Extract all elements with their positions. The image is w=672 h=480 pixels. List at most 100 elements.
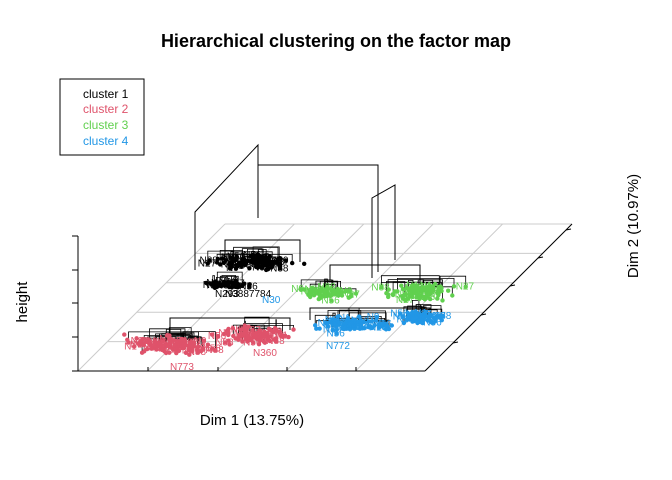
point-label-texture: N9 [413, 312, 426, 323]
point-label-texture: N56 [351, 316, 370, 327]
point-label-texture: N56 [404, 288, 423, 299]
point-label-texture: N1 [206, 278, 219, 289]
data-point [325, 284, 330, 289]
data-point [343, 321, 348, 326]
data-point [431, 315, 437, 321]
data-point [221, 260, 227, 265]
data-point [389, 323, 394, 328]
point-label-texture: N1 [378, 322, 391, 333]
data-point [160, 339, 165, 344]
data-point [403, 297, 409, 303]
point-label-texture: N27 [250, 253, 269, 264]
legend: cluster 1 cluster 2 cluster 3 cluster 4 [59, 78, 145, 156]
data-point [384, 291, 389, 296]
point-label-texture: N1 [321, 285, 334, 296]
floor-grid-line [77, 223, 226, 372]
point-label-texture: N27 [456, 282, 475, 293]
data-point [236, 335, 241, 340]
point-label-texture: N1 [256, 256, 269, 267]
point-label-texture: N9 [231, 325, 244, 336]
point-label-texture: N9 [351, 317, 364, 328]
data-point [302, 261, 307, 266]
point-label: N772 [326, 341, 350, 352]
data-point [359, 324, 364, 330]
data-point [226, 326, 231, 332]
point-label-texture: N9 [345, 323, 358, 334]
y-axis-tick [565, 228, 572, 231]
data-point [227, 342, 232, 347]
point-label-texture: N56 [248, 255, 267, 266]
point-label-texture: N27 [160, 340, 179, 351]
point-label: N30 [262, 295, 281, 306]
data-point [290, 260, 295, 266]
data-point [250, 252, 256, 258]
z-axis-label: height [14, 281, 31, 323]
point-label-texture: N27 [427, 311, 446, 322]
data-point [370, 325, 375, 330]
point-label-texture: N1 [414, 308, 427, 319]
point-label-texture: N88 [233, 260, 252, 271]
point-label-texture: N88 [306, 287, 325, 298]
y-axis-tick [480, 313, 487, 316]
data-point [343, 288, 349, 294]
point-label-texture: N9 [221, 253, 234, 264]
point-label-texture: N56 [251, 256, 270, 267]
data-point [440, 298, 445, 303]
data-point [278, 333, 284, 339]
data-point [223, 340, 228, 345]
data-point [335, 314, 341, 319]
data-point [325, 324, 331, 329]
data-point [324, 321, 329, 326]
point-label-texture: N88 [266, 336, 285, 347]
data-point [234, 257, 239, 262]
dendrogram-branch [407, 279, 414, 290]
point-label-texture: N88 [131, 336, 150, 347]
point-label: N3887784 [225, 289, 272, 300]
data-point [366, 323, 371, 329]
point-label-texture: N9 [428, 290, 441, 301]
point-label-texture: N27 [265, 257, 284, 268]
data-point [414, 289, 419, 294]
point-label-texture: N1 [241, 334, 254, 345]
data-point [235, 285, 240, 290]
data-point [272, 337, 277, 342]
data-point [268, 328, 274, 333]
data-point [402, 292, 407, 297]
point-label-texture: N9 [340, 286, 353, 297]
data-point [417, 296, 422, 301]
data-point [413, 314, 418, 320]
point-label-texture: N9 [243, 330, 256, 341]
dendrogram-branch [315, 280, 339, 291]
point-label-texture: N1 [174, 339, 187, 350]
data-point [170, 346, 176, 352]
data-point [252, 260, 258, 265]
data-point [369, 319, 374, 324]
data-point [413, 283, 419, 288]
point-label-texture: N1 [410, 311, 423, 322]
data-point [346, 322, 352, 328]
point-label-texture: N1 [235, 326, 248, 337]
data-point [298, 286, 303, 292]
point-label-texture: N56 [236, 333, 255, 344]
data-point [228, 255, 233, 260]
point-label-texture: N27 [150, 339, 169, 350]
point-label-texture: N56 [182, 346, 201, 357]
point-label-texture: N88 [323, 325, 342, 336]
point-label-texture: N9 [133, 339, 146, 350]
point-label-texture: N9 [226, 263, 239, 274]
data-point [401, 320, 407, 326]
data-point [408, 313, 413, 319]
data-point [167, 337, 172, 342]
data-point [393, 289, 399, 294]
point-label-texture: N9 [424, 313, 437, 324]
point-label-texture: N27 [226, 278, 245, 289]
data-point [318, 289, 323, 294]
data-point [195, 345, 200, 350]
data-point [425, 285, 430, 291]
dendrogram-branch [128, 331, 199, 347]
data-point [314, 326, 319, 331]
point-label-texture: N56 [243, 337, 262, 348]
data-point [228, 262, 233, 267]
data-point [435, 313, 440, 319]
